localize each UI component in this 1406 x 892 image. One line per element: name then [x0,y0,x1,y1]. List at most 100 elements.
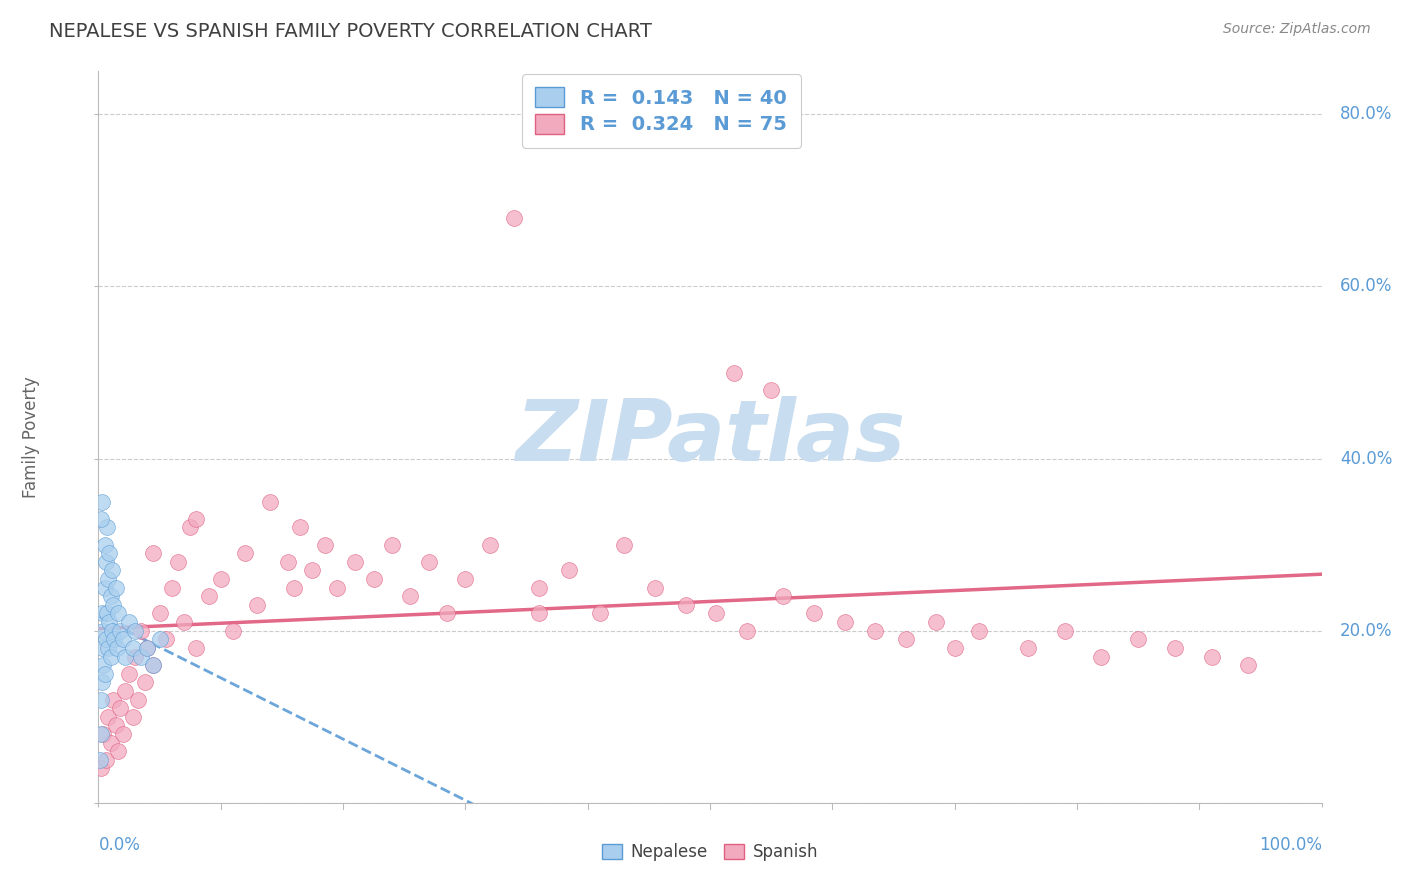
Point [134,675,156,690]
Point [90,692,112,706]
Point [114,649,136,664]
Point [96,520,118,534]
Text: 40.0%: 40.0% [1340,450,1392,467]
Point [100,589,122,603]
Text: 80.0%: 80.0% [1340,105,1392,123]
Point [127,692,149,706]
Point [179,520,201,534]
Point [93,581,115,595]
Point [93,666,115,681]
Text: 60.0%: 60.0% [1340,277,1392,295]
Point [136,640,159,655]
Point [1201,649,1223,664]
Point [527,607,550,621]
Point [105,640,128,655]
Point [1128,632,1150,647]
Point [142,658,165,673]
Point [91,658,114,673]
Text: 100.0%: 100.0% [1258,836,1322,854]
Point [233,546,256,560]
Point [301,564,323,578]
Point [96,607,118,621]
Point [259,494,281,508]
Point [111,632,134,647]
Point [925,615,948,629]
Point [149,632,172,647]
Point [723,366,745,380]
Point [186,512,208,526]
Point [114,684,136,698]
Point [943,640,966,655]
Point [124,649,146,664]
Legend: Nepalese, Spanish: Nepalese, Spanish [595,837,825,868]
Point [834,615,856,629]
Point [160,581,183,595]
Text: Source: ZipAtlas.com: Source: ZipAtlas.com [1223,22,1371,37]
Point [589,607,612,621]
Point [100,735,122,749]
Point [761,383,783,397]
Text: NEPALESE VS SPANISH FAMILY POVERTY CORRELATION CHART: NEPALESE VS SPANISH FAMILY POVERTY CORRE… [49,22,652,41]
Point [290,520,312,534]
Point [91,607,114,621]
Point [142,546,165,560]
Point [124,624,146,638]
Point [283,581,305,595]
Point [222,624,245,638]
Point [418,555,440,569]
Point [1090,649,1112,664]
Point [735,624,758,638]
Point [118,615,141,629]
Point [97,710,120,724]
Point [326,581,349,595]
Point [91,727,114,741]
Point [94,753,117,767]
Point [93,538,115,552]
Point [98,546,121,560]
Point [149,607,172,621]
Point [118,666,141,681]
Point [197,589,219,603]
Point [344,555,367,569]
Point [100,649,122,664]
Point [103,632,125,647]
Point [91,494,114,508]
Point [110,624,132,638]
Point [644,581,666,595]
Point [136,640,159,655]
Point [111,727,134,741]
Point [97,640,120,655]
Point [967,624,990,638]
Point [91,624,114,638]
Point [675,598,697,612]
Point [399,589,422,603]
Point [381,538,404,552]
Point [91,640,114,655]
Point [91,675,114,690]
Point [527,581,550,595]
Point [167,555,190,569]
Point [98,615,121,629]
Point [613,538,636,552]
Point [1053,624,1076,638]
Point [1164,640,1187,655]
Point [209,572,232,586]
Point [121,710,143,724]
Point [104,581,127,595]
Point [1237,658,1260,673]
Point [89,753,111,767]
Point [155,632,177,647]
Point [772,589,794,603]
Point [314,538,336,552]
Point [107,607,129,621]
Point [101,598,124,612]
Point [186,640,208,655]
Point [104,718,127,732]
Point [94,632,117,647]
Point [121,640,143,655]
Point [454,572,477,586]
Point [101,564,124,578]
Point [478,538,501,552]
Point [142,658,165,673]
Point [704,607,727,621]
